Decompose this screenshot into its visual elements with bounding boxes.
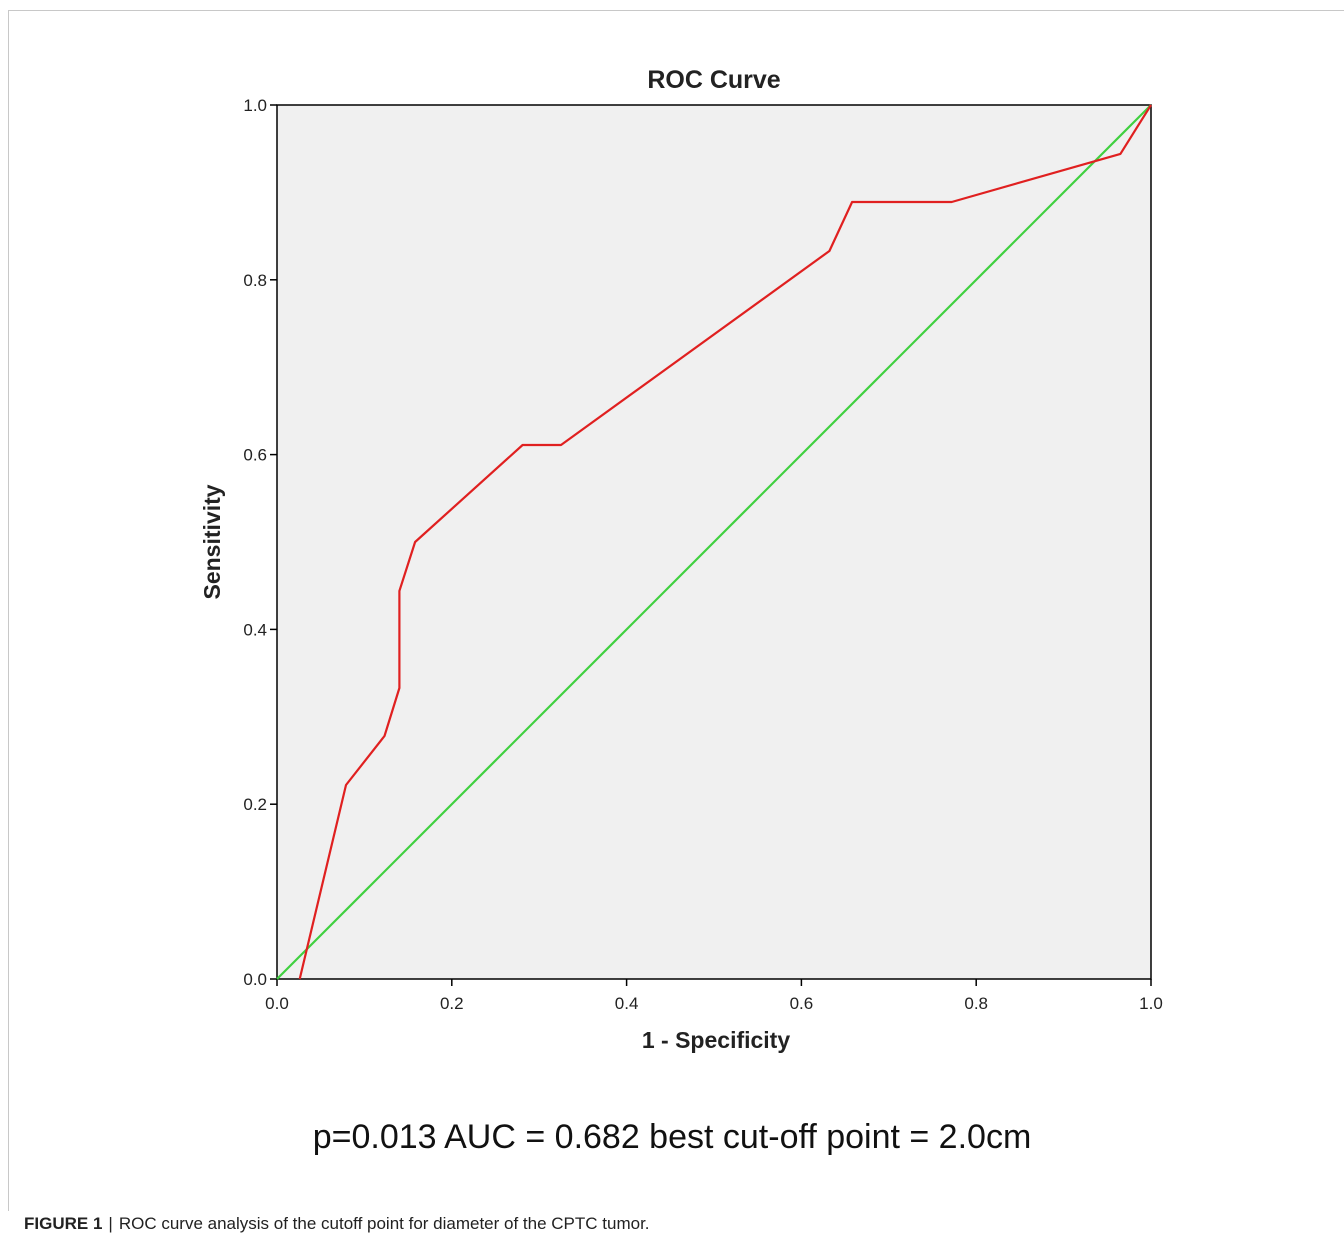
caption-label: FIGURE 1 xyxy=(24,1214,103,1233)
figure-frame xyxy=(8,10,1344,1211)
x-tick-label: 0.0 xyxy=(265,994,289,1013)
y-tick-label: 0.6 xyxy=(243,446,267,465)
y-tick-label: 1.0 xyxy=(243,96,267,115)
y-tick-label: 0.8 xyxy=(243,271,267,290)
y-tick-label: 0.2 xyxy=(243,795,267,814)
x-axis-label: 1 - Specificity xyxy=(642,1027,790,1053)
x-tick-label: 0.8 xyxy=(964,994,988,1013)
y-tick-label: 0.0 xyxy=(243,970,267,989)
x-tick-label: 0.4 xyxy=(615,994,639,1013)
chart-title: ROC Curve xyxy=(647,66,780,94)
chart-annotation: p=0.013 AUC = 0.682 best cut-off point =… xyxy=(312,1118,1032,1156)
reference-line xyxy=(276,104,1152,980)
x-tick-label: 0.6 xyxy=(790,994,814,1013)
x-tick-label: 0.2 xyxy=(440,994,464,1013)
y-tick-label: 0.4 xyxy=(243,620,267,639)
roc-curve-line xyxy=(298,104,1152,980)
caption-separator: | xyxy=(108,1214,113,1233)
roc-chart: ROC Curve 0.0 0.2 0.4 0.6 0.8 1.0 0.0 0.2 0.4 0.6 0… xyxy=(199,66,1163,1053)
x-tick-label: 1.0 xyxy=(1139,994,1163,1013)
caption-text: ROC curve analysis of the cutoff point f… xyxy=(118,1214,650,1233)
y-axis-label: Sensitivity xyxy=(199,484,225,599)
figure-caption: FIGURE 1 | ROC curve analysis of the cutof… xyxy=(24,1214,650,1234)
